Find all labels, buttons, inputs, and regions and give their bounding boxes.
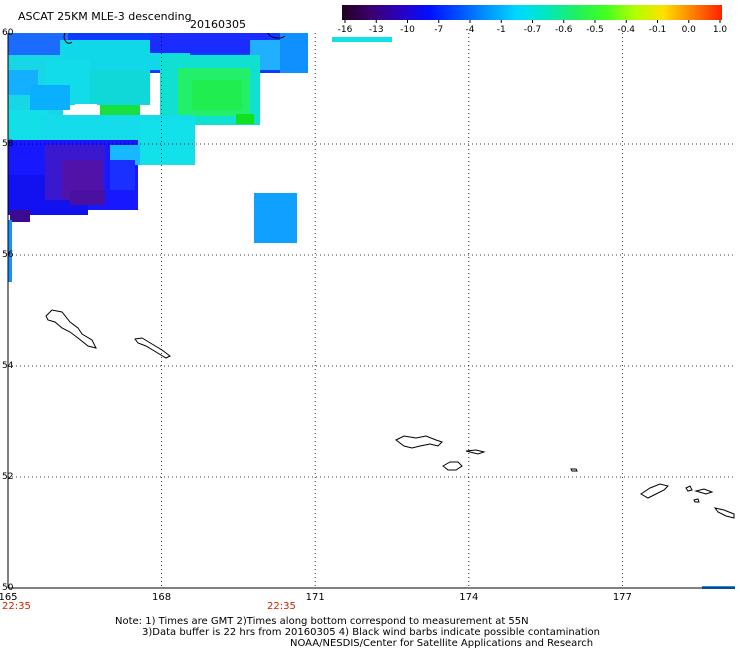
lat-label-60: 60: [2, 28, 14, 38]
wind-data-swath: [8, 33, 735, 589]
lat-label-56: 56: [2, 250, 14, 260]
lon-label-165: 165: [0, 592, 18, 603]
lat-label-58: 58: [2, 139, 14, 149]
colorbar-label: -0.7: [524, 25, 542, 35]
lon-label-174: 174: [459, 592, 478, 603]
lat-label-54: 54: [2, 361, 14, 371]
colorbar-label: -10: [400, 25, 415, 35]
map-frame: [7, 33, 735, 589]
lon-label-171: 171: [306, 592, 325, 603]
lon-label-168: 168: [152, 592, 171, 603]
time-label-left: 22:35: [2, 601, 31, 612]
colorbar-gradient: [342, 5, 722, 20]
colorbar-label: -1: [497, 25, 506, 35]
island-small: [693, 498, 700, 503]
island-buldir: [570, 468, 578, 472]
lat-label-50: 50: [2, 583, 14, 593]
colorbar-label: 1.0: [713, 25, 728, 35]
colorbar-label: -4: [466, 25, 475, 35]
product-date: 20160305: [190, 18, 246, 31]
colorbar: -16 -13 -10 -7 -4 -1 -0.7 -0.6 -0.5 -0.4 -0.1 0.0 1.…: [338, 5, 728, 35]
colorbar-label: -0.1: [649, 25, 667, 35]
island-rat2: [694, 488, 714, 495]
colorbar-label: -13: [369, 25, 384, 35]
coast-top-mid: [267, 32, 286, 39]
island-agattu: [442, 461, 463, 471]
gridlines: [8, 33, 735, 588]
latitude-tick-labels: 60 58 56 54 52 50: [2, 28, 14, 593]
colorbar-label: -0.4: [617, 25, 635, 35]
coastlines: [45, 32, 735, 519]
colorbar-label: -0.5: [586, 25, 604, 35]
colorbar-label: -16: [338, 25, 353, 35]
note-line-3: NOAA/NESDIS/Center for Satellite Applica…: [290, 638, 594, 649]
product-title: ASCAT 25KM MLE-3 descending: [18, 10, 192, 23]
lat-label-52: 52: [2, 472, 13, 482]
island-medny: [134, 337, 171, 359]
note-line-2: 3)Data buffer is 22 hrs from 20160305 4)…: [142, 627, 600, 638]
colorbar-label: -7: [434, 25, 443, 35]
island-bering: [45, 309, 97, 349]
colorbar-label: 0.0: [682, 25, 697, 35]
island-attu: [395, 435, 443, 449]
colorbar-label: -0.6: [555, 25, 573, 35]
coast-top-left: [63, 32, 73, 44]
island-amchitka: [713, 507, 735, 519]
island-semichi: [465, 449, 486, 455]
island-rat: [685, 485, 693, 492]
time-label-right: 22:35: [267, 601, 296, 612]
longitude-tick-labels: 165 168 171 174 177: [0, 592, 632, 603]
island-kiska: [640, 483, 669, 499]
note-line-1: Note: 1) Times are GMT 2)Times along bot…: [115, 616, 529, 627]
lon-label-177: 177: [613, 592, 632, 603]
